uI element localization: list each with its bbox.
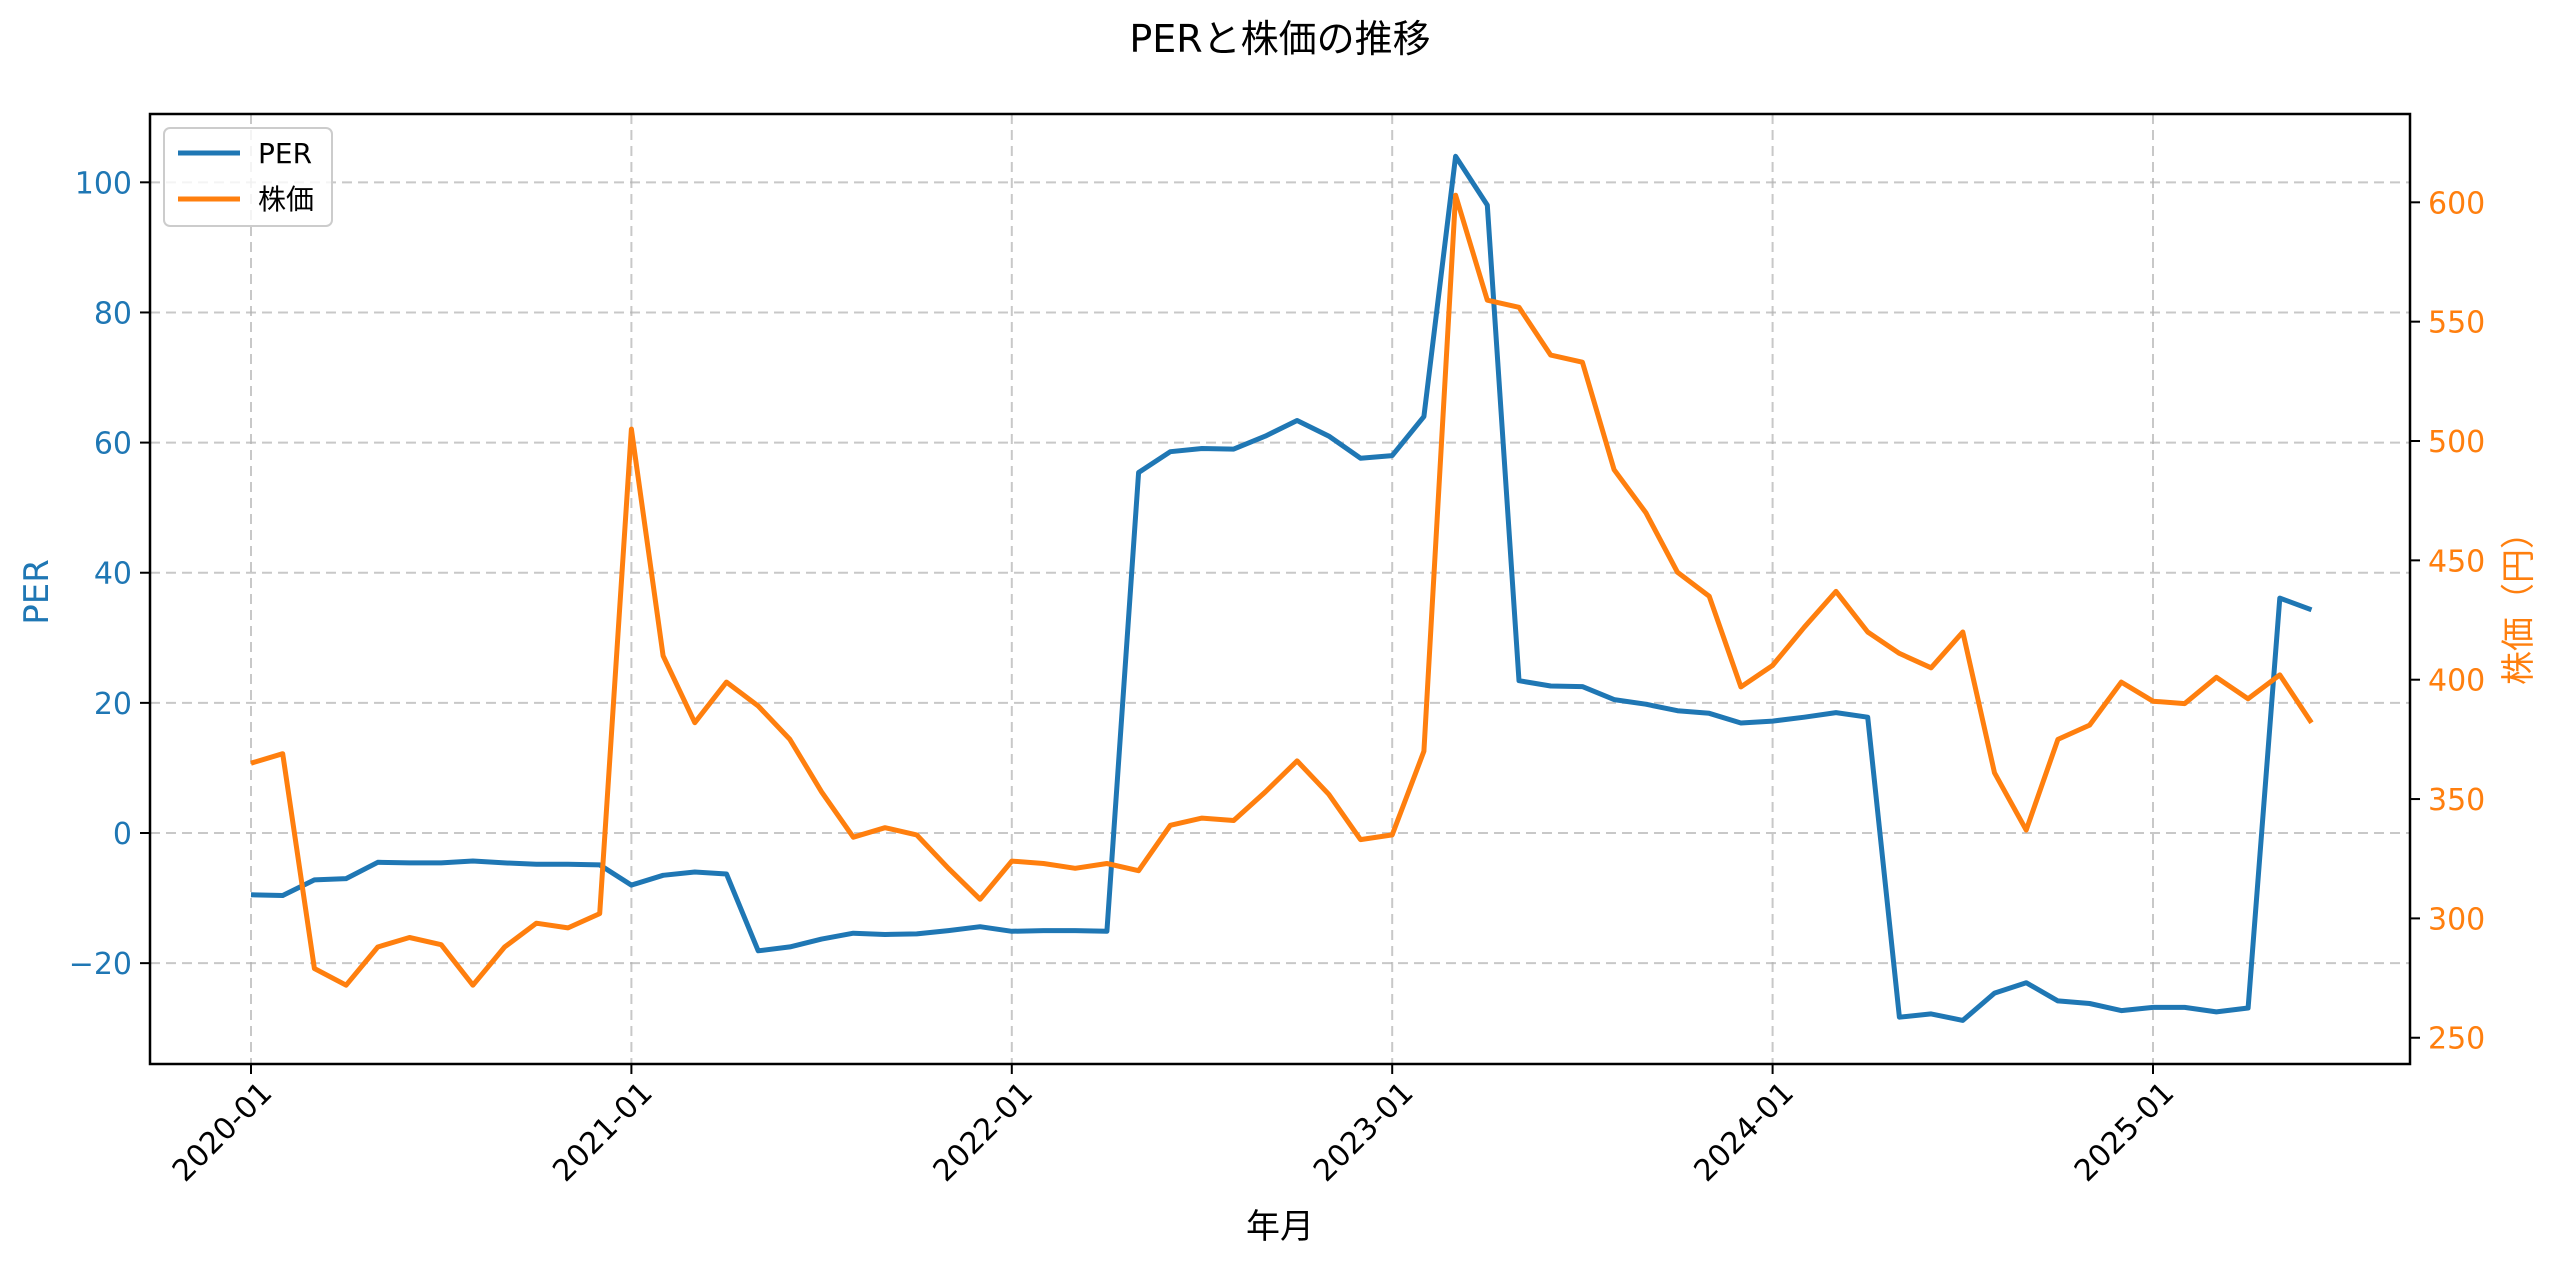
x-tick-label: 2020-01 bbox=[166, 1075, 279, 1188]
y-left-tick-label: −20 bbox=[69, 947, 132, 982]
x-axis-ticks: 2020-01 2021-01 2022-01 2023-01 2024-01 2025-… bbox=[166, 1064, 2181, 1189]
x-tick-label: 2022-01 bbox=[927, 1075, 1040, 1188]
x-tick-label: 2023-01 bbox=[1307, 1075, 1420, 1188]
x-axis-label: 年月 bbox=[1246, 1207, 1314, 1247]
y-left-tick-label: 20 bbox=[94, 687, 132, 722]
y-right-tick-label: 300 bbox=[2428, 902, 2485, 937]
y-right-tick-label: 500 bbox=[2428, 425, 2485, 460]
y-left-tick-label: 40 bbox=[94, 557, 132, 592]
y-right-tick-label: 550 bbox=[2428, 306, 2485, 341]
y-right-tick-label: 600 bbox=[2428, 186, 2485, 221]
legend: PER 株価 bbox=[163, 127, 333, 227]
legend-per-label: PER bbox=[258, 137, 312, 170]
y-right-tick-label: 350 bbox=[2428, 783, 2485, 818]
y-right-tick-label: 400 bbox=[2428, 664, 2485, 699]
y-right-axis-ticks: 250 300 350 400 450 500 550 600 bbox=[2410, 186, 2485, 1057]
x-tick-label: 2024-01 bbox=[1687, 1075, 1800, 1188]
x-tick-label: 2025-01 bbox=[2068, 1075, 2181, 1188]
y-right-tick-label: 250 bbox=[2428, 1022, 2485, 1057]
per-line bbox=[250, 153, 2313, 1023]
legend-price-label: 株価 bbox=[258, 183, 314, 216]
y-left-axis-ticks: −20 0 20 40 60 80 100 bbox=[69, 166, 150, 982]
data-lines bbox=[250, 153, 2314, 1023]
y-left-tick-label: 100 bbox=[75, 166, 132, 201]
y-right-axis-label: 株価（円） bbox=[2499, 515, 2539, 685]
price-line bbox=[250, 192, 2314, 988]
grid-lines bbox=[150, 114, 2410, 1064]
plot-frame bbox=[148, 112, 2412, 1066]
y-left-tick-label: 80 bbox=[94, 296, 132, 331]
y-left-tick-label: 60 bbox=[94, 427, 132, 462]
y-right-tick-label: 450 bbox=[2428, 544, 2485, 579]
x-tick-label: 2021-01 bbox=[546, 1075, 659, 1188]
y-left-tick-label: 0 bbox=[113, 817, 132, 852]
y-left-axis-label: PER bbox=[17, 559, 57, 625]
chart-title: PERと株価の推移 bbox=[1129, 17, 1430, 61]
